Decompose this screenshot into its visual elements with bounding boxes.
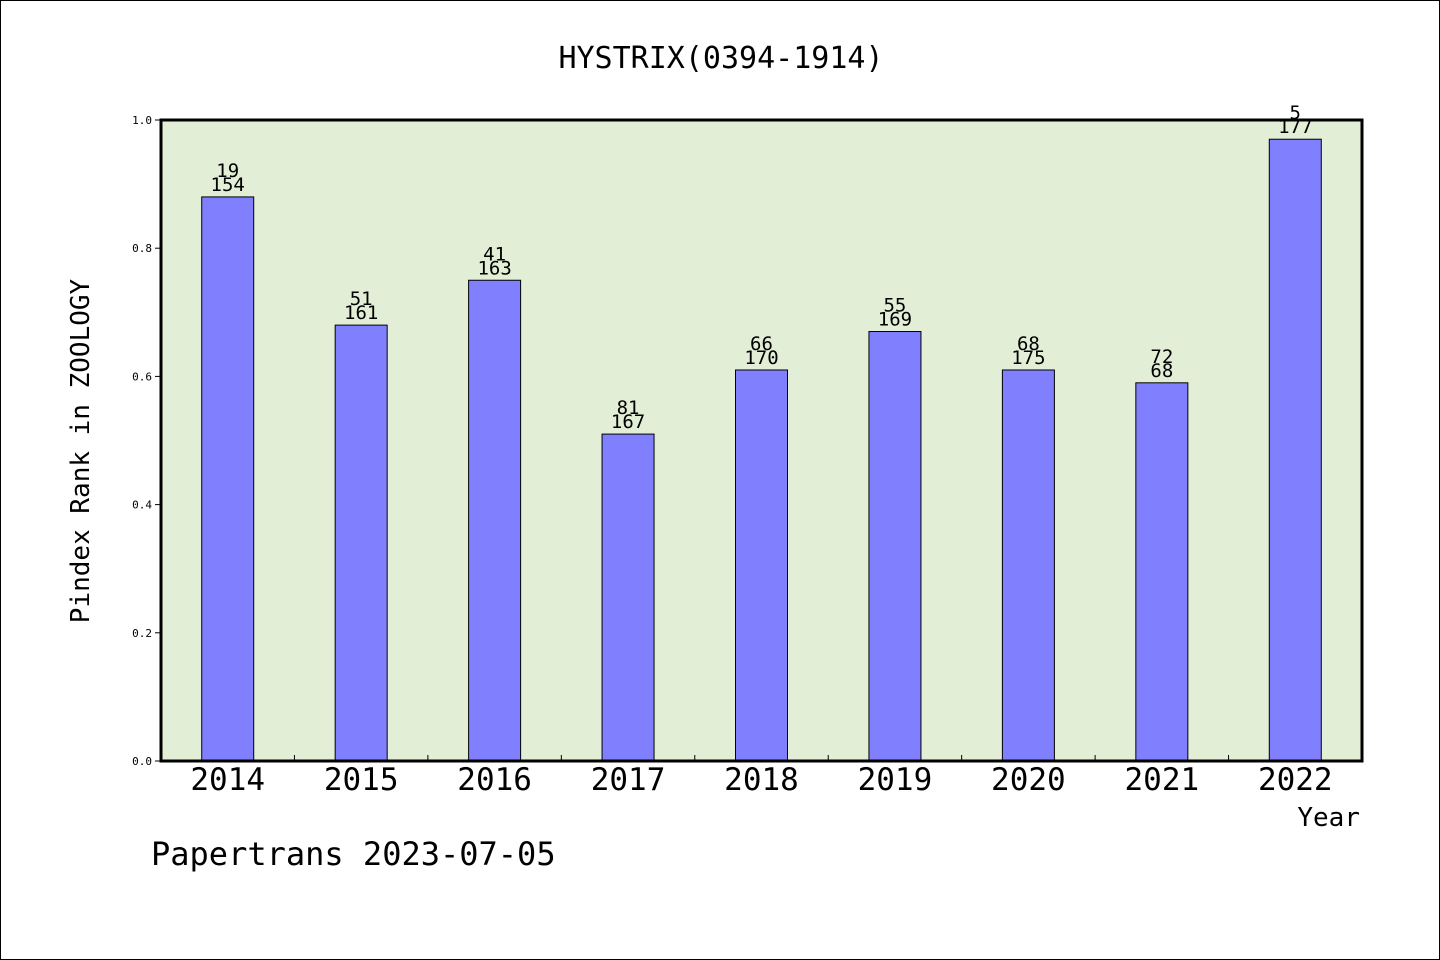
bar-label-top: 51 <box>350 288 373 310</box>
y-tick-label: 0.6 <box>132 370 152 383</box>
bar-2018 <box>735 369 788 762</box>
bar-label-top: 66 <box>750 333 773 355</box>
y-axis-label: Pindex Rank in ZOOLOGY <box>66 278 96 623</box>
bar-label-top: 68 <box>1017 333 1040 355</box>
chart-title: HYSTRIX(0394-1914) <box>558 41 883 76</box>
bar-label-bottom: 177 <box>1278 116 1312 138</box>
y-tick-label: 0.0 <box>132 755 152 768</box>
bar-label-top: 55 <box>883 295 906 317</box>
bar-2021 <box>1135 382 1189 762</box>
bar-2017 <box>601 433 655 762</box>
bar-2014 <box>201 196 255 762</box>
bar-label-bottom: 163 <box>477 257 511 279</box>
bar-2015 <box>334 324 388 762</box>
bar-label-top: 19 <box>216 160 239 182</box>
bar-label-bottom: 175 <box>1011 347 1045 369</box>
x-tick-label: 2020 <box>991 762 1066 798</box>
bar-label-bottom: 161 <box>344 302 378 324</box>
footer-credit: Papertrans 2023-07-05 <box>151 835 556 873</box>
x-tick-label: 2017 <box>591 762 666 798</box>
bar-label-bottom: 68 <box>1150 360 1173 382</box>
bar-label-top: 41 <box>483 243 506 265</box>
bar-2020 <box>1001 369 1055 762</box>
bar-2016 <box>468 279 522 762</box>
plot-border <box>159 118 1364 763</box>
x-tick-label: 2014 <box>190 762 265 798</box>
x-axis-label: Year <box>1297 803 1360 833</box>
bars <box>201 138 1322 762</box>
x-tick-label: 2021 <box>1125 762 1200 798</box>
bar-label-top: 72 <box>1150 346 1173 368</box>
y-tick-label: 1.0 <box>132 114 152 127</box>
y-tick-label: 0.4 <box>132 499 152 512</box>
bar-labels: 1541916151163411678117066169551756868721… <box>211 102 1313 433</box>
x-tick-labels: 2014 2015 2016 2017 2018 2019 2020 2021 2022 <box>190 762 1332 798</box>
x-tick-label: 2022 <box>1258 762 1333 798</box>
bar-label-bottom: 167 <box>611 411 645 433</box>
x-tick-label: 2016 <box>457 762 532 798</box>
x-tick-label: 2019 <box>858 762 933 798</box>
x-tick-label: 2018 <box>724 762 799 798</box>
y-tick-label: 0.2 <box>132 627 152 640</box>
bar-label-bottom: 154 <box>211 174 245 196</box>
bar-label-bottom: 169 <box>878 309 912 331</box>
y-axis-ticks: 0.0 0.2 0.4 0.6 0.8 1.0 <box>132 114 161 768</box>
bar-label-top: 5 <box>1290 102 1301 124</box>
bar-2022 <box>1268 138 1322 762</box>
bar-label-top: 81 <box>617 397 640 419</box>
bar-label-bottom: 170 <box>744 347 778 369</box>
bar-2019 <box>868 331 922 762</box>
y-tick-label: 0.8 <box>132 242 152 255</box>
x-tick-label: 2015 <box>324 762 399 798</box>
